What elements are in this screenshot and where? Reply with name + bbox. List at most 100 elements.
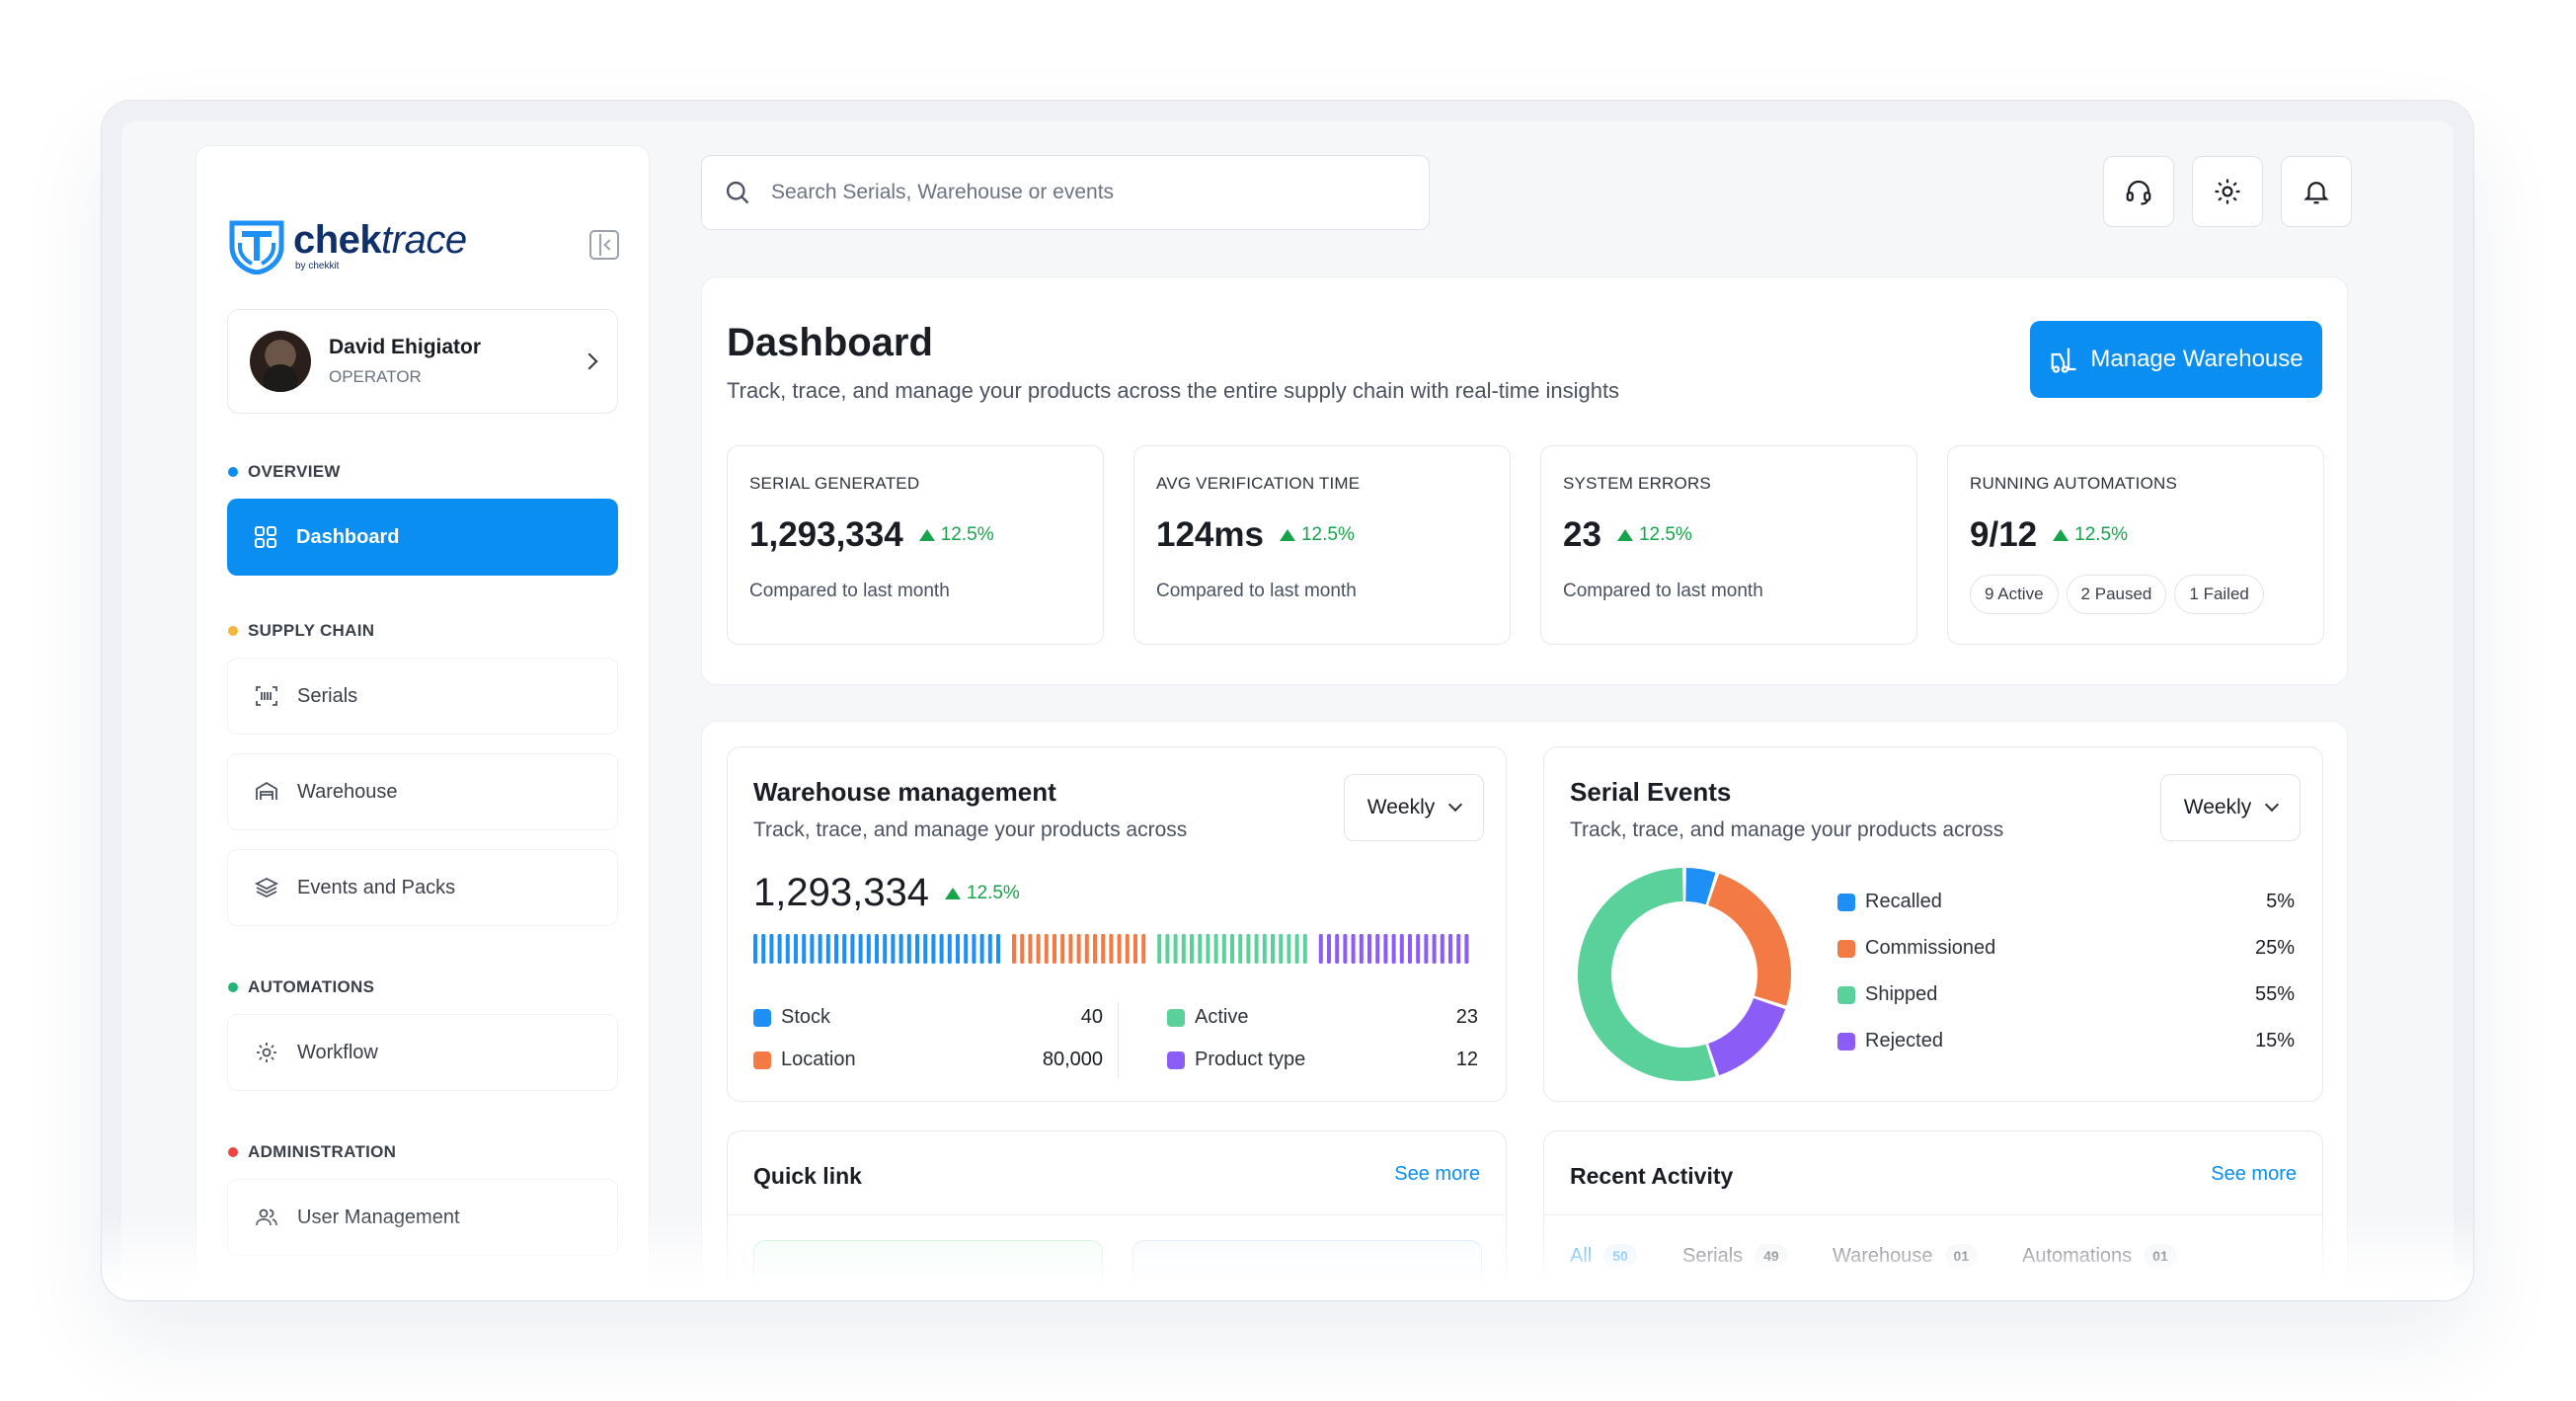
tab-warehouse[interactable]: Warehouse 01 [1833,1244,1979,1268]
legend-stock-value: 40 [1080,1006,1103,1028]
stat-label: SERIAL GENERATED [749,474,920,493]
distribution-bar [964,934,969,964]
distribution-bar [875,934,879,964]
donut-slice-commissioned [1708,873,1791,1006]
distribution-bar [866,934,871,964]
sidebar-item-events-and-packs[interactable]: Events and Packs [227,849,618,926]
donut-slice-rejected [1708,998,1786,1076]
headset-icon [2126,180,2151,205]
sidebar-item-user-management[interactable]: User Management [227,1179,618,1256]
user-card[interactable]: David Ehigiator OPERATOR [227,309,618,414]
distribution-bar [987,934,992,964]
stat-card-avg-verification: AVG VERIFICATION TIME 124ms 12.5% Compar… [1133,445,1511,645]
recent-activity-see-more[interactable]: See more [2211,1163,2297,1185]
distribution-bar [1367,934,1371,964]
distribution-bar [1221,934,1226,964]
manage-warehouse-label: Manage Warehouse [2090,346,2303,372]
period-select[interactable]: Weekly [2160,774,2301,841]
tabs-divider [1544,1291,2322,1292]
stat-card-running-automations: RUNNING AUTOMATIONS 9/12 12.5% 9 Active … [1947,445,2324,645]
distribution-bar [1084,934,1089,964]
distribution-bar [1262,934,1267,964]
sidebar-item-label: Workflow [297,1041,378,1063]
tab-count-badge: 49 [1755,1244,1788,1268]
quick-link-see-more[interactable]: See more [1394,1163,1480,1185]
period-select[interactable]: Weekly [1344,774,1484,841]
notifications-button[interactable] [2281,156,2352,227]
legend-rejected-value: 15% [2254,1030,2295,1051]
donut-slice-shipped [1578,868,1716,1081]
distribution-bar [1327,934,1331,964]
gear-icon [2215,179,2240,204]
search-input[interactable] [771,181,1383,204]
distribution-bar [842,934,847,964]
legend-commissioned: Commissioned [1837,937,1995,960]
distribution-bar [769,934,774,964]
stat-label: AVG VERIFICATION TIME [1156,474,1361,493]
distribution-bar [1456,934,1461,964]
trend-up: 12.5% [918,524,994,546]
trend-up: 12.5% [2053,524,2128,546]
bell-icon [2303,182,2329,204]
trend-up-icon [1279,529,1295,541]
chevron-down-icon [2265,797,2280,813]
distribution-bar [923,934,928,964]
sidebar-item-dashboard[interactable]: Dashboard [227,499,618,576]
automation-active-pill[interactable]: 9 Active [1970,575,2059,614]
manage-warehouse-button[interactable]: Manage Warehouse [2030,321,2322,398]
section-administration: ADMINISTRATION [228,1142,396,1162]
device-frame: chektrace by chekkit David Ehigiator OPE… [102,101,2473,1300]
trend-up-icon [944,887,961,899]
settings-button[interactable] [2192,156,2263,227]
section-automations: AUTOMATIONS [228,977,374,997]
distribution-bar [1294,934,1299,964]
logo[interactable]: chektrace by chekkit [228,217,467,274]
grid-icon [253,524,278,550]
distribution-bar [1165,934,1170,964]
automation-paused-pill[interactable]: 2 Paused [2066,575,2167,614]
search-bar[interactable] [701,155,1430,230]
sidebar-item-workflow[interactable]: Workflow [227,1014,618,1091]
tab-automations[interactable]: Automations 01 [2022,1244,2177,1268]
distribution-bar [785,934,790,964]
quick-link-tile[interactable] [1132,1240,1482,1300]
user-role: OPERATOR [329,367,422,386]
tab-serials[interactable]: Serials 49 [1682,1244,1788,1268]
warehouse-icon [254,779,279,805]
brand-name: chektrace [293,218,467,262]
card-subtitle: Track, trace, and manage your products a… [753,818,1188,841]
distribution-bar [906,934,911,964]
users-icon [254,1205,279,1230]
distribution-bar [931,934,936,964]
warehouse-total-value: 1,293,334 [753,871,929,914]
sidebar-item-label: User Management [297,1206,460,1228]
chevron-down-icon [1448,797,1463,813]
card-title: Warehouse management [753,777,1056,807]
distribution-bar [979,934,984,964]
distribution-bar [1190,934,1194,964]
section-overview: OVERVIEW [228,462,341,482]
layers-icon [254,875,279,900]
distribution-bar [1181,934,1186,964]
warehouse-management-card: Warehouse management Track, trace, and m… [727,746,1507,1102]
collapse-sidebar-icon[interactable] [589,230,619,260]
tab-count-badge: 01 [2144,1244,2177,1268]
sidebar-item-label: Warehouse [297,780,398,803]
legend-recalled: Recalled [1837,891,1942,913]
page-subtitle: Track, trace, and manage your products a… [727,378,1620,403]
legend-active-value: 23 [1455,1006,1478,1028]
distribution-bar [1173,934,1178,964]
legend-active: Active [1167,1006,1248,1029]
stat-label: SYSTEM ERRORS [1563,474,1711,493]
support-button[interactable] [2103,156,2174,227]
automation-failed-pill[interactable]: 1 Failed [2174,575,2264,614]
sidebar-item-warehouse[interactable]: Warehouse [227,753,618,830]
serial-events-donut-chart [1578,868,1791,1081]
distribution-bar [1213,934,1218,964]
sidebar-item-serials[interactable]: Serials [227,658,618,735]
legend-location: Location [753,1049,856,1071]
quick-link-tile[interactable] [753,1240,1103,1300]
tab-all[interactable]: All 50 [1570,1244,1637,1268]
serial-events-card: Serial Events Track, trace, and manage y… [1543,746,2323,1102]
distribution-bar [1383,934,1388,964]
